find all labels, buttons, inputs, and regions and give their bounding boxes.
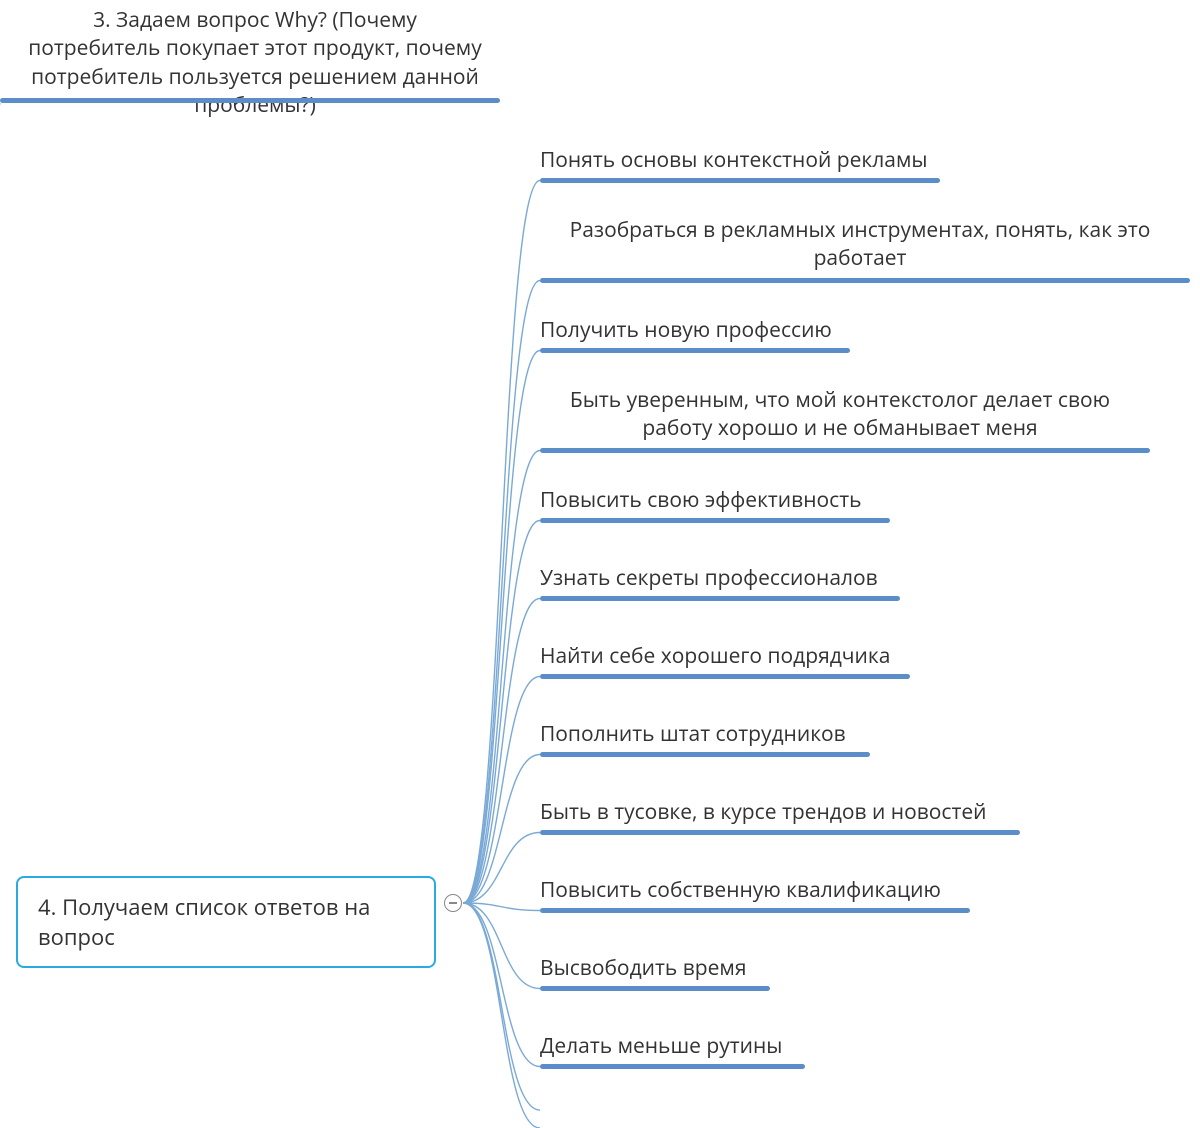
- child-underline-1: [540, 278, 1190, 283]
- child-underline-9: [540, 908, 970, 913]
- child-underline-6: [540, 674, 910, 679]
- child-underline-11: [540, 1064, 805, 1069]
- child-node-2: Получить новую профессию: [540, 316, 832, 344]
- child-underline-2: [540, 348, 850, 353]
- child-underline-5: [540, 596, 900, 601]
- child-underline-7: [540, 752, 870, 757]
- node-why-question-underline: [0, 98, 500, 103]
- child-node-1: Разобраться в рекламных инструментах, по…: [540, 216, 1180, 273]
- child-node-0: Понять основы контекстной рекламы: [540, 146, 928, 174]
- child-underline-10: [540, 986, 770, 991]
- child-node-9: Повысить собственную квалификацию: [540, 876, 941, 904]
- child-node-11: Делать меньше рутины: [540, 1032, 782, 1060]
- child-node-4: Повысить свою эффективность: [540, 486, 861, 514]
- child-node-10: Высвободить время: [540, 954, 746, 982]
- mindmap-stage: 3. Задаем вопрос Why? (Почему потребител…: [0, 0, 1200, 1128]
- child-underline-8: [540, 830, 1020, 835]
- child-underline-0: [540, 178, 940, 183]
- collapse-icon[interactable]: [444, 894, 462, 912]
- child-underline-3: [540, 448, 1150, 453]
- child-node-6: Найти себе хорошего подрядчика: [540, 642, 890, 670]
- node-answers-list[interactable]: 4. Получаем список ответов на вопрос: [16, 876, 436, 968]
- child-node-7: Пополнить штат сотрудников: [540, 720, 846, 748]
- child-node-5: Узнать секреты профессионалов: [540, 564, 878, 592]
- child-underline-4: [540, 518, 890, 523]
- child-node-8: Быть в тусовке, в курсе трендов и новост…: [540, 798, 986, 826]
- child-node-3: Быть уверенным, что мой контекстолог дел…: [540, 386, 1140, 443]
